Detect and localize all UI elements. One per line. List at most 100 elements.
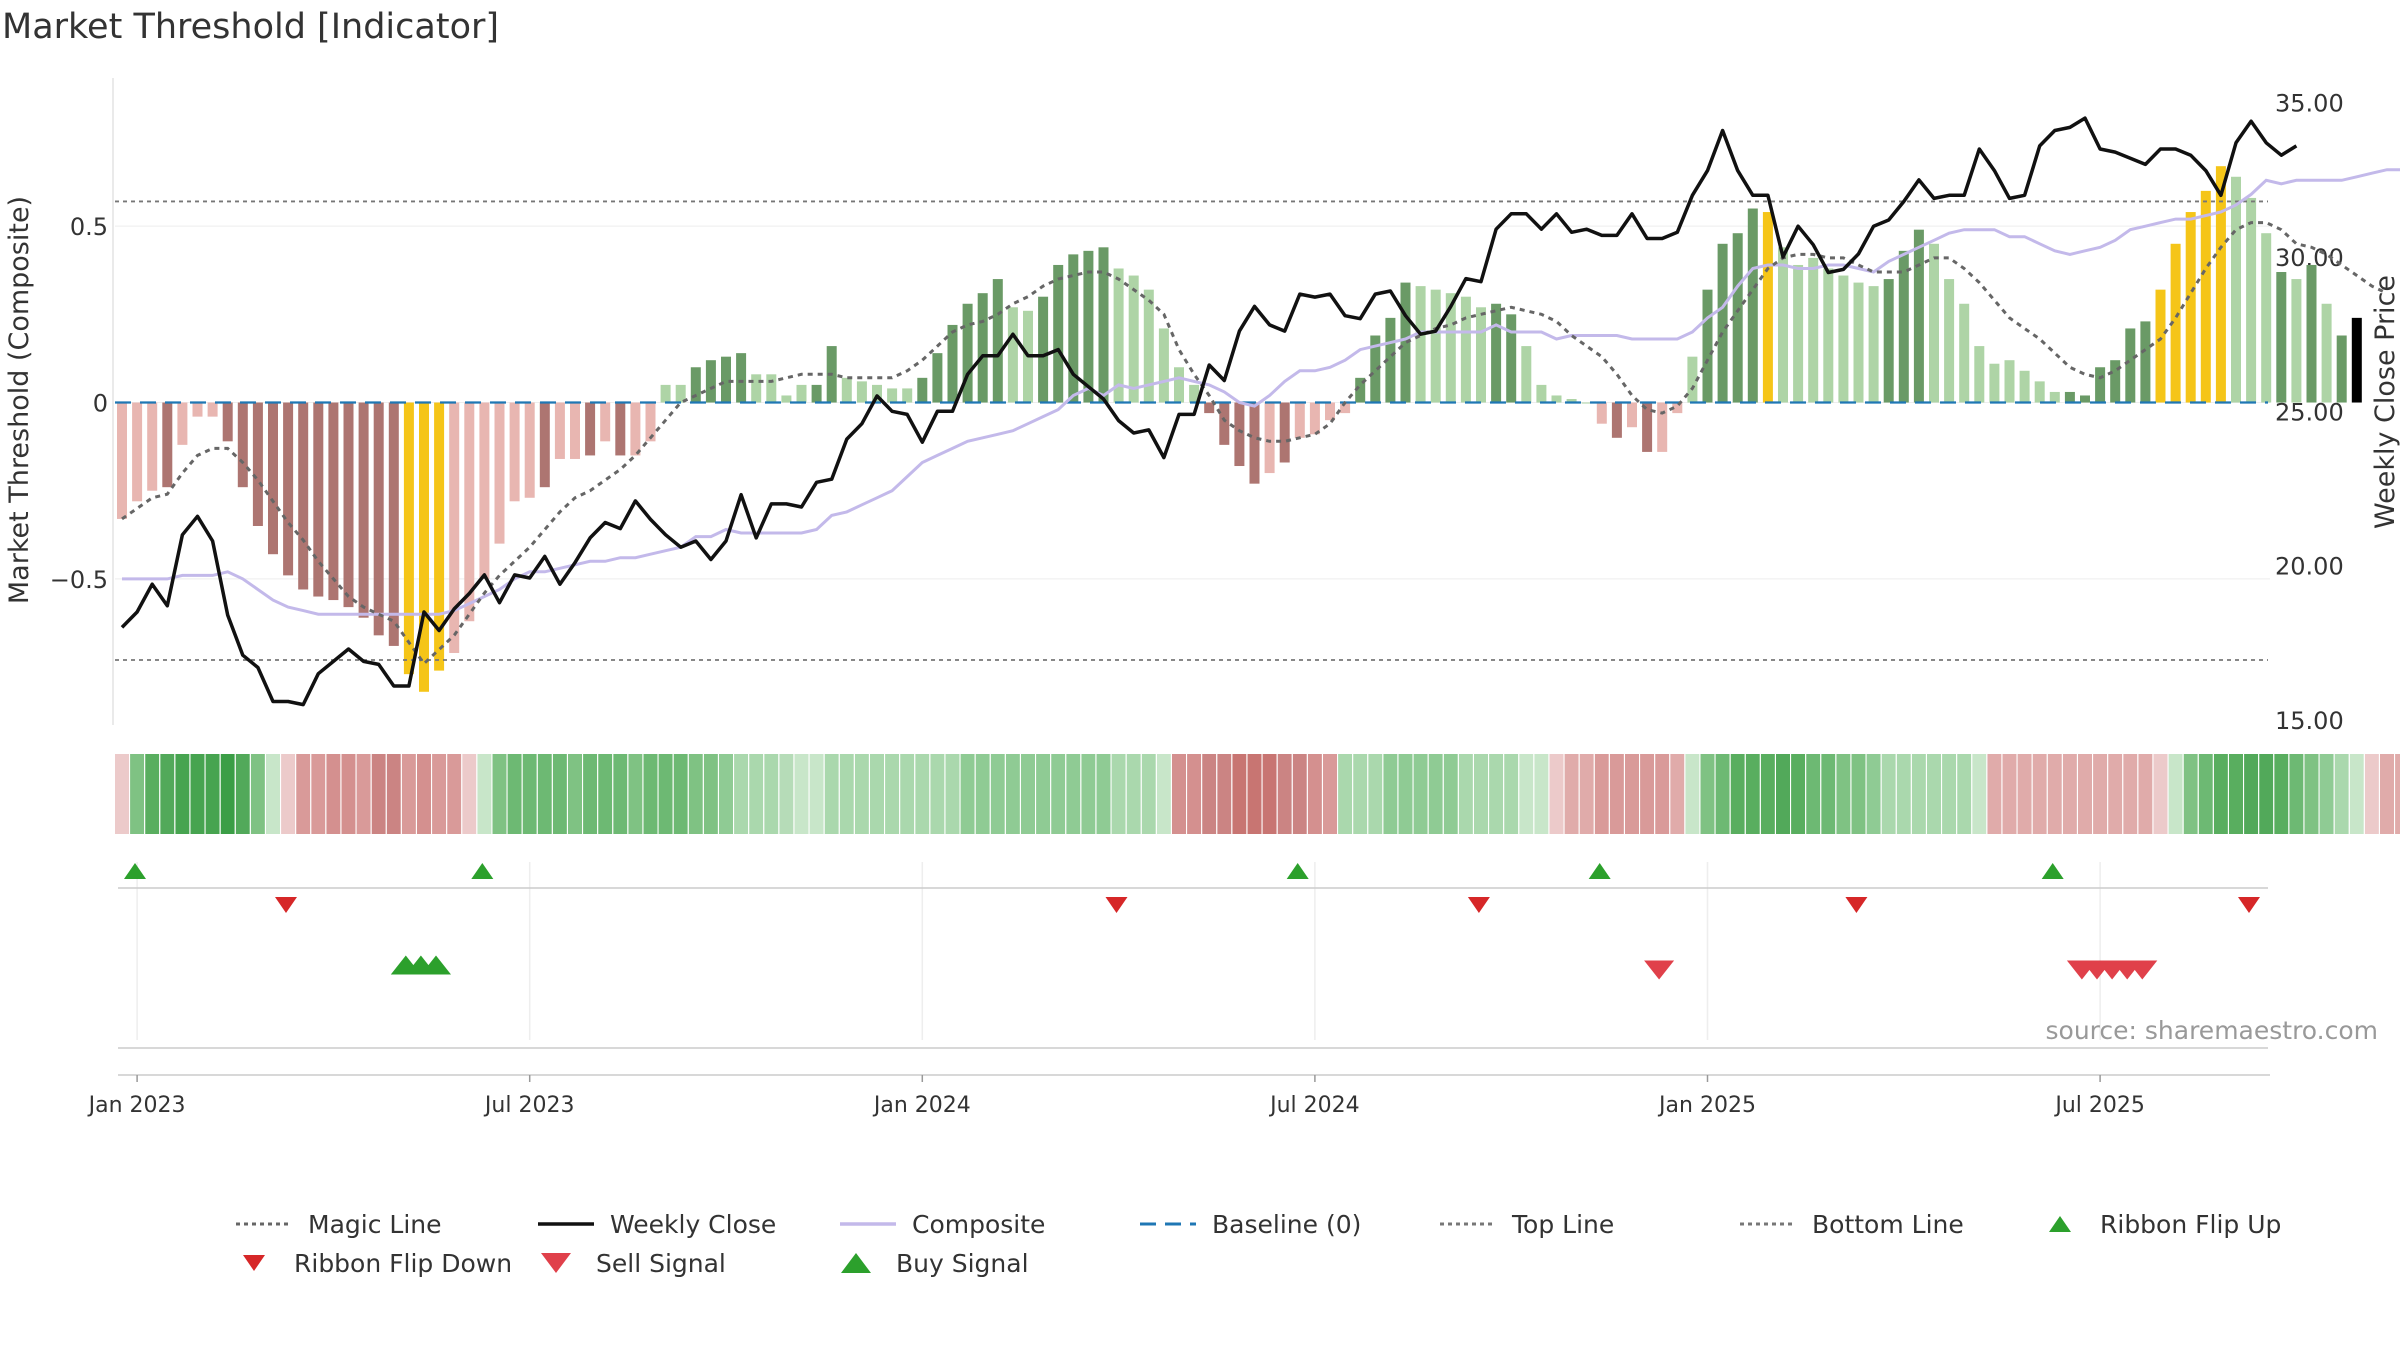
composite-bar [615,402,626,456]
legend-item-baseline: Baseline (0) [1140,1210,1361,1239]
ribbon-cell [341,754,356,834]
ribbon-flip-down-marker [275,897,297,913]
composite-bar [2064,391,2075,403]
composite-bar [2019,370,2030,403]
ribbon-cell [1609,754,1624,834]
composite-bar [1974,346,1985,403]
composite-bar [1007,307,1018,403]
ribbon-cell [1323,754,1337,834]
ribbon-cell [719,754,733,834]
ribbon-flip-up-marker [1286,863,1309,879]
ribbon-flip-down-marker [1105,897,1128,913]
ribbon-cell [2032,754,2047,834]
right-tick-label: 20.00 [2275,553,2344,581]
ribbon-cell [1957,754,1972,834]
ribbon-cell [2108,754,2123,834]
ribbon-cell [1232,754,1247,834]
composite-bar [1657,402,1668,452]
composite-bar [1506,314,1517,403]
magic-line [121,221,2388,666]
composite-bar [600,402,611,442]
composite-bar [977,293,988,403]
legend-item-top-line: Top Line [1440,1210,1614,1239]
composite-bar [449,402,460,653]
ribbon-cell [1096,754,1111,834]
ribbon-cell [1549,754,1564,834]
ribbon-cell [1172,754,1186,834]
composite-bar [1445,293,1456,403]
composite-bar [1898,250,1909,403]
composite-bar [1068,254,1079,403]
composite-bar [766,374,777,403]
ribbon-cell [311,754,326,834]
ribbon-cell [1338,754,1353,834]
composite-bar [2170,243,2181,403]
composite-bar [1627,402,1637,428]
composite-bar [1566,399,1577,403]
ribbon-cell [2138,754,2153,834]
composite-bar [1204,402,1215,414]
composite-bar [524,402,535,498]
legend-item-buy-signal: Buy Signal [841,1249,1029,1278]
ribbon-cell [2078,754,2092,834]
composite-bar [2291,279,2302,403]
legend-item-composite: Composite [840,1210,1045,1239]
composite-bar [2276,272,2287,403]
ribbon-cell [900,754,915,834]
ribbon-cell [1383,754,1398,834]
composite-bar [1385,317,1396,403]
ribbon-cell [1685,754,1700,834]
ribbon-cell [703,754,718,834]
legend: Magic Line Weekly Close Composite Baseline … [236,1210,2281,1278]
ribbon [115,754,2400,834]
composite-bar [1521,346,1532,403]
ribbon-flip-down-marker [1467,897,1490,913]
ribbon-flip-up-marker [471,863,494,879]
ribbon-cell [115,754,129,834]
ribbon-cell [613,754,628,834]
ribbon-cell [1987,754,2002,834]
composite-bar [1400,282,1411,403]
ribbon-cell [1579,754,1594,834]
ribbon-flip-down-marker [2238,897,2260,913]
ribbon-cell [1489,754,1504,834]
composite-bar [781,395,792,403]
ribbon-cell [1413,754,1428,834]
ribbon-cell [1911,754,1926,834]
composite-bar [1762,212,1773,403]
ribbon-cell [643,754,658,834]
composite-bar [1687,356,1698,403]
composite-bar [539,402,550,488]
composite-bar [1143,289,1154,403]
ribbon-cell [462,754,477,834]
legend-label: Ribbon Flip Down [294,1249,512,1278]
composite-bar [2049,391,2060,403]
ribbon-cell [1504,754,1519,834]
lower-panel-grid [136,862,2101,1040]
composite-bar [419,402,429,692]
composite-bar [1702,289,1713,403]
composite-bar [1551,395,1562,403]
legend-item-bottom-line: Bottom Line [1740,1210,1964,1239]
ribbon-cell [2062,754,2077,834]
composite-bar [751,374,762,403]
ribbon-cell [145,754,160,834]
ribbon-cell [2274,754,2289,834]
composite-bar [690,367,701,403]
ribbon-cell [854,754,869,834]
ribbon-cell [326,754,341,834]
left-tick-label: 0.5 [70,213,108,241]
composite-bar [1596,402,1607,424]
ribbon-cell [1005,754,1020,834]
ribbon-cell [1730,754,1745,834]
ribbon-cell [1051,754,1066,834]
composite-bar [872,384,882,403]
legend-swatch [541,1253,571,1273]
legend-item-ribbon-flip-down: Ribbon Flip Down [243,1249,512,1278]
ribbon-cell [552,754,567,834]
ribbon-cell [809,754,824,834]
ribbon-cell [1625,754,1639,834]
composite-bar [1491,303,1502,403]
composite-bar [1642,402,1653,452]
